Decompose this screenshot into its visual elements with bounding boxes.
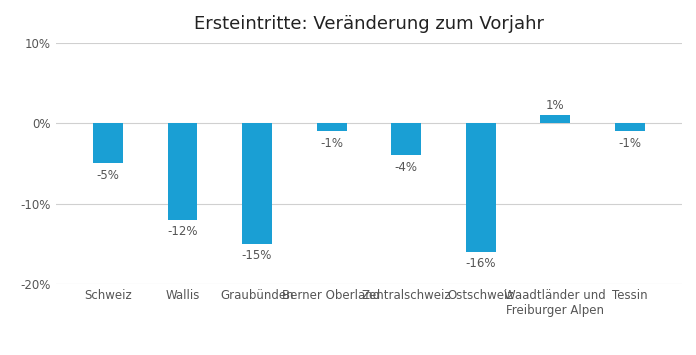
Text: -5%: -5% <box>97 169 119 182</box>
Text: -1%: -1% <box>320 137 343 150</box>
Title: Ersteintritte: Veränderung zum Vorjahr: Ersteintritte: Veränderung zum Vorjahr <box>194 15 544 33</box>
Bar <box>242 123 272 244</box>
Bar <box>540 115 570 123</box>
Text: -1%: -1% <box>618 137 642 150</box>
Bar <box>317 123 347 131</box>
Bar <box>615 123 644 131</box>
Bar <box>391 123 421 155</box>
Text: -12%: -12% <box>167 225 198 238</box>
Text: -15%: -15% <box>242 250 272 262</box>
Bar <box>168 123 198 220</box>
Bar <box>466 123 496 252</box>
Text: 1%: 1% <box>546 99 564 112</box>
Text: -16%: -16% <box>466 257 496 271</box>
Bar <box>93 123 122 163</box>
Text: -4%: -4% <box>395 161 418 174</box>
